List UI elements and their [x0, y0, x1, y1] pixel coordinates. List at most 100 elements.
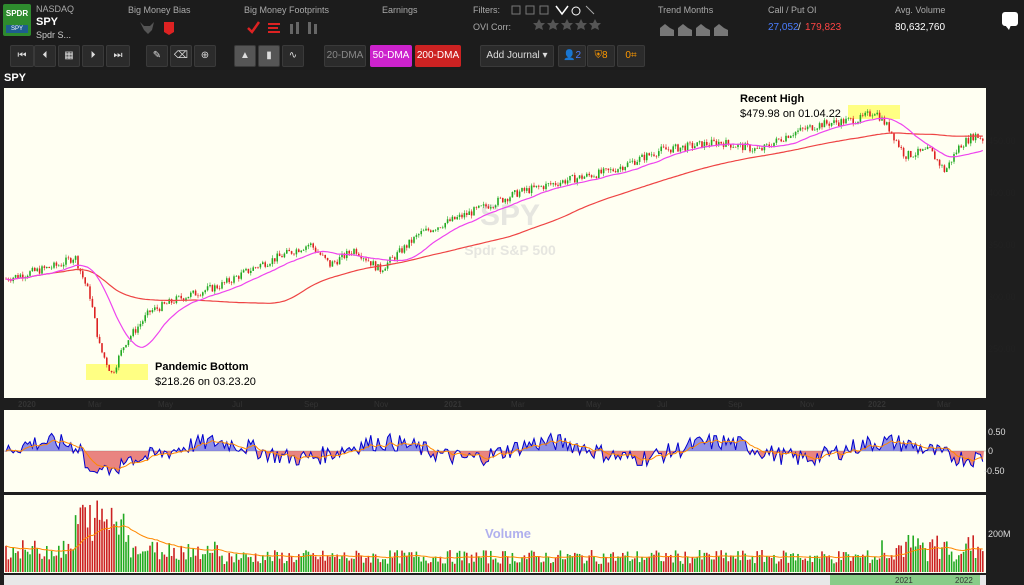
- next-button[interactable]: ⏵: [82, 45, 104, 67]
- volume-bar: [895, 548, 898, 572]
- candle-body: [886, 122, 888, 125]
- candle-body: [607, 168, 610, 171]
- bar-chart-icon[interactable]: ▮: [258, 45, 280, 67]
- volume-bar: [900, 545, 902, 572]
- shield-count: 8: [601, 50, 608, 61]
- candle-body: [852, 118, 854, 125]
- volume-bar: [514, 561, 516, 572]
- users-count-button[interactable]: 👤2: [558, 45, 586, 67]
- line-chart-icon[interactable]: ∿: [282, 45, 304, 67]
- dma20-toggle[interactable]: 20-DMA: [324, 45, 366, 67]
- volume-bar: [732, 555, 734, 572]
- volume-bar: [667, 556, 670, 572]
- candle-body: [437, 227, 439, 230]
- footprints-icons[interactable]: [246, 20, 326, 36]
- candle-body: [185, 298, 187, 301]
- add-journal-button[interactable]: Add Journal ▾: [480, 45, 554, 67]
- volume-bar: [811, 562, 814, 572]
- bull-bear-icon[interactable]: [138, 18, 188, 36]
- volume-bar: [818, 558, 821, 572]
- volume-bar: [516, 562, 518, 572]
- filter-icons[interactable]: [510, 4, 600, 18]
- area-chart-icon[interactable]: ▲: [234, 45, 256, 67]
- osc-tick-neg050: -0.50: [984, 466, 1005, 476]
- volume-bar: [24, 549, 26, 572]
- volume-bar: [115, 521, 118, 572]
- candle-body: [113, 372, 115, 373]
- candle-body: [934, 151, 936, 160]
- volume-bar: [158, 559, 161, 572]
- candle-body: [252, 267, 254, 271]
- volume-bar: [50, 550, 53, 572]
- time-scrollbar[interactable]: [4, 575, 986, 585]
- candle-body: [341, 253, 343, 258]
- volume-bar: [600, 563, 602, 572]
- candle-body: [146, 310, 149, 316]
- volume-bar: [238, 559, 240, 572]
- candle-body: [564, 180, 566, 184]
- etf-logo: SPDR SPY: [3, 4, 31, 36]
- candle-body: [374, 261, 377, 271]
- volume-bar: [137, 554, 139, 572]
- price-tick-400: 400.00: [988, 188, 1016, 198]
- candle-body: [178, 295, 180, 297]
- candle-body: [425, 228, 427, 231]
- volume-bar: [29, 554, 31, 572]
- candle-body: [888, 122, 890, 132]
- price-chart[interactable]: SPY Spdr S&P 500 Pandemic Bottom $218.26…: [0, 85, 1024, 585]
- first-page-button[interactable]: ⏮: [10, 45, 34, 67]
- eraser-icon[interactable]: ⌫: [170, 45, 192, 67]
- volume-bar: [326, 555, 329, 572]
- candle-body: [706, 141, 708, 146]
- last-page-button[interactable]: ⏭: [106, 45, 130, 67]
- volume-bar: [31, 546, 34, 572]
- dma50-toggle[interactable]: 50-DMA: [370, 45, 412, 67]
- candle-body: [725, 139, 727, 147]
- candle-body: [578, 175, 581, 179]
- candle-body: [727, 139, 730, 145]
- volume-bar: [130, 557, 132, 572]
- candle-body: [965, 138, 967, 147]
- volume-bar: [192, 548, 194, 572]
- volume-bar: [696, 556, 698, 572]
- candle-body: [194, 290, 197, 296]
- candle-body: [118, 355, 120, 368]
- volume-bar: [17, 551, 19, 572]
- volume-bar: [478, 556, 480, 572]
- volume-bar: [893, 559, 895, 572]
- dma200-toggle[interactable]: 200-DMA: [415, 45, 461, 67]
- volume-bar: [290, 556, 293, 572]
- volume-bar: [782, 550, 785, 572]
- volume-bar: [170, 555, 173, 572]
- shield-count-button[interactable]: ⛨8: [587, 45, 615, 67]
- logo-text: SPDR: [5, 9, 29, 18]
- candle-body: [26, 275, 29, 278]
- volume-bar: [946, 541, 948, 572]
- volume-bar: [562, 559, 564, 572]
- volume-bar: [727, 561, 730, 572]
- candle-body: [238, 276, 240, 279]
- candle-body: [871, 115, 874, 117]
- candle-body: [14, 275, 17, 278]
- volume-bar: [847, 554, 850, 572]
- pencil-icon[interactable]: ✎: [146, 45, 168, 67]
- candle-body: [307, 244, 310, 247]
- candle-body: [257, 267, 259, 268]
- scroll-thumb[interactable]: [830, 575, 980, 585]
- prev-button[interactable]: ⏴: [34, 45, 56, 67]
- high-highlight: [848, 105, 900, 119]
- volume-bar: [638, 562, 641, 572]
- chat-icon[interactable]: [1002, 12, 1018, 30]
- candle-body: [778, 138, 780, 140]
- candle-body: [586, 173, 588, 177]
- candle-body: [859, 114, 862, 122]
- binoculars-count-button[interactable]: 0⌗: [617, 45, 645, 67]
- volume-bar: [480, 557, 482, 572]
- volume-bar: [106, 519, 108, 572]
- candle-body: [48, 266, 50, 269]
- candle-body: [228, 278, 230, 283]
- calendar-button[interactable]: ▦: [58, 45, 80, 67]
- trend-months-icon: [660, 24, 728, 36]
- crosshair-icon[interactable]: ⊕: [194, 45, 216, 67]
- volume-bar: [43, 556, 46, 572]
